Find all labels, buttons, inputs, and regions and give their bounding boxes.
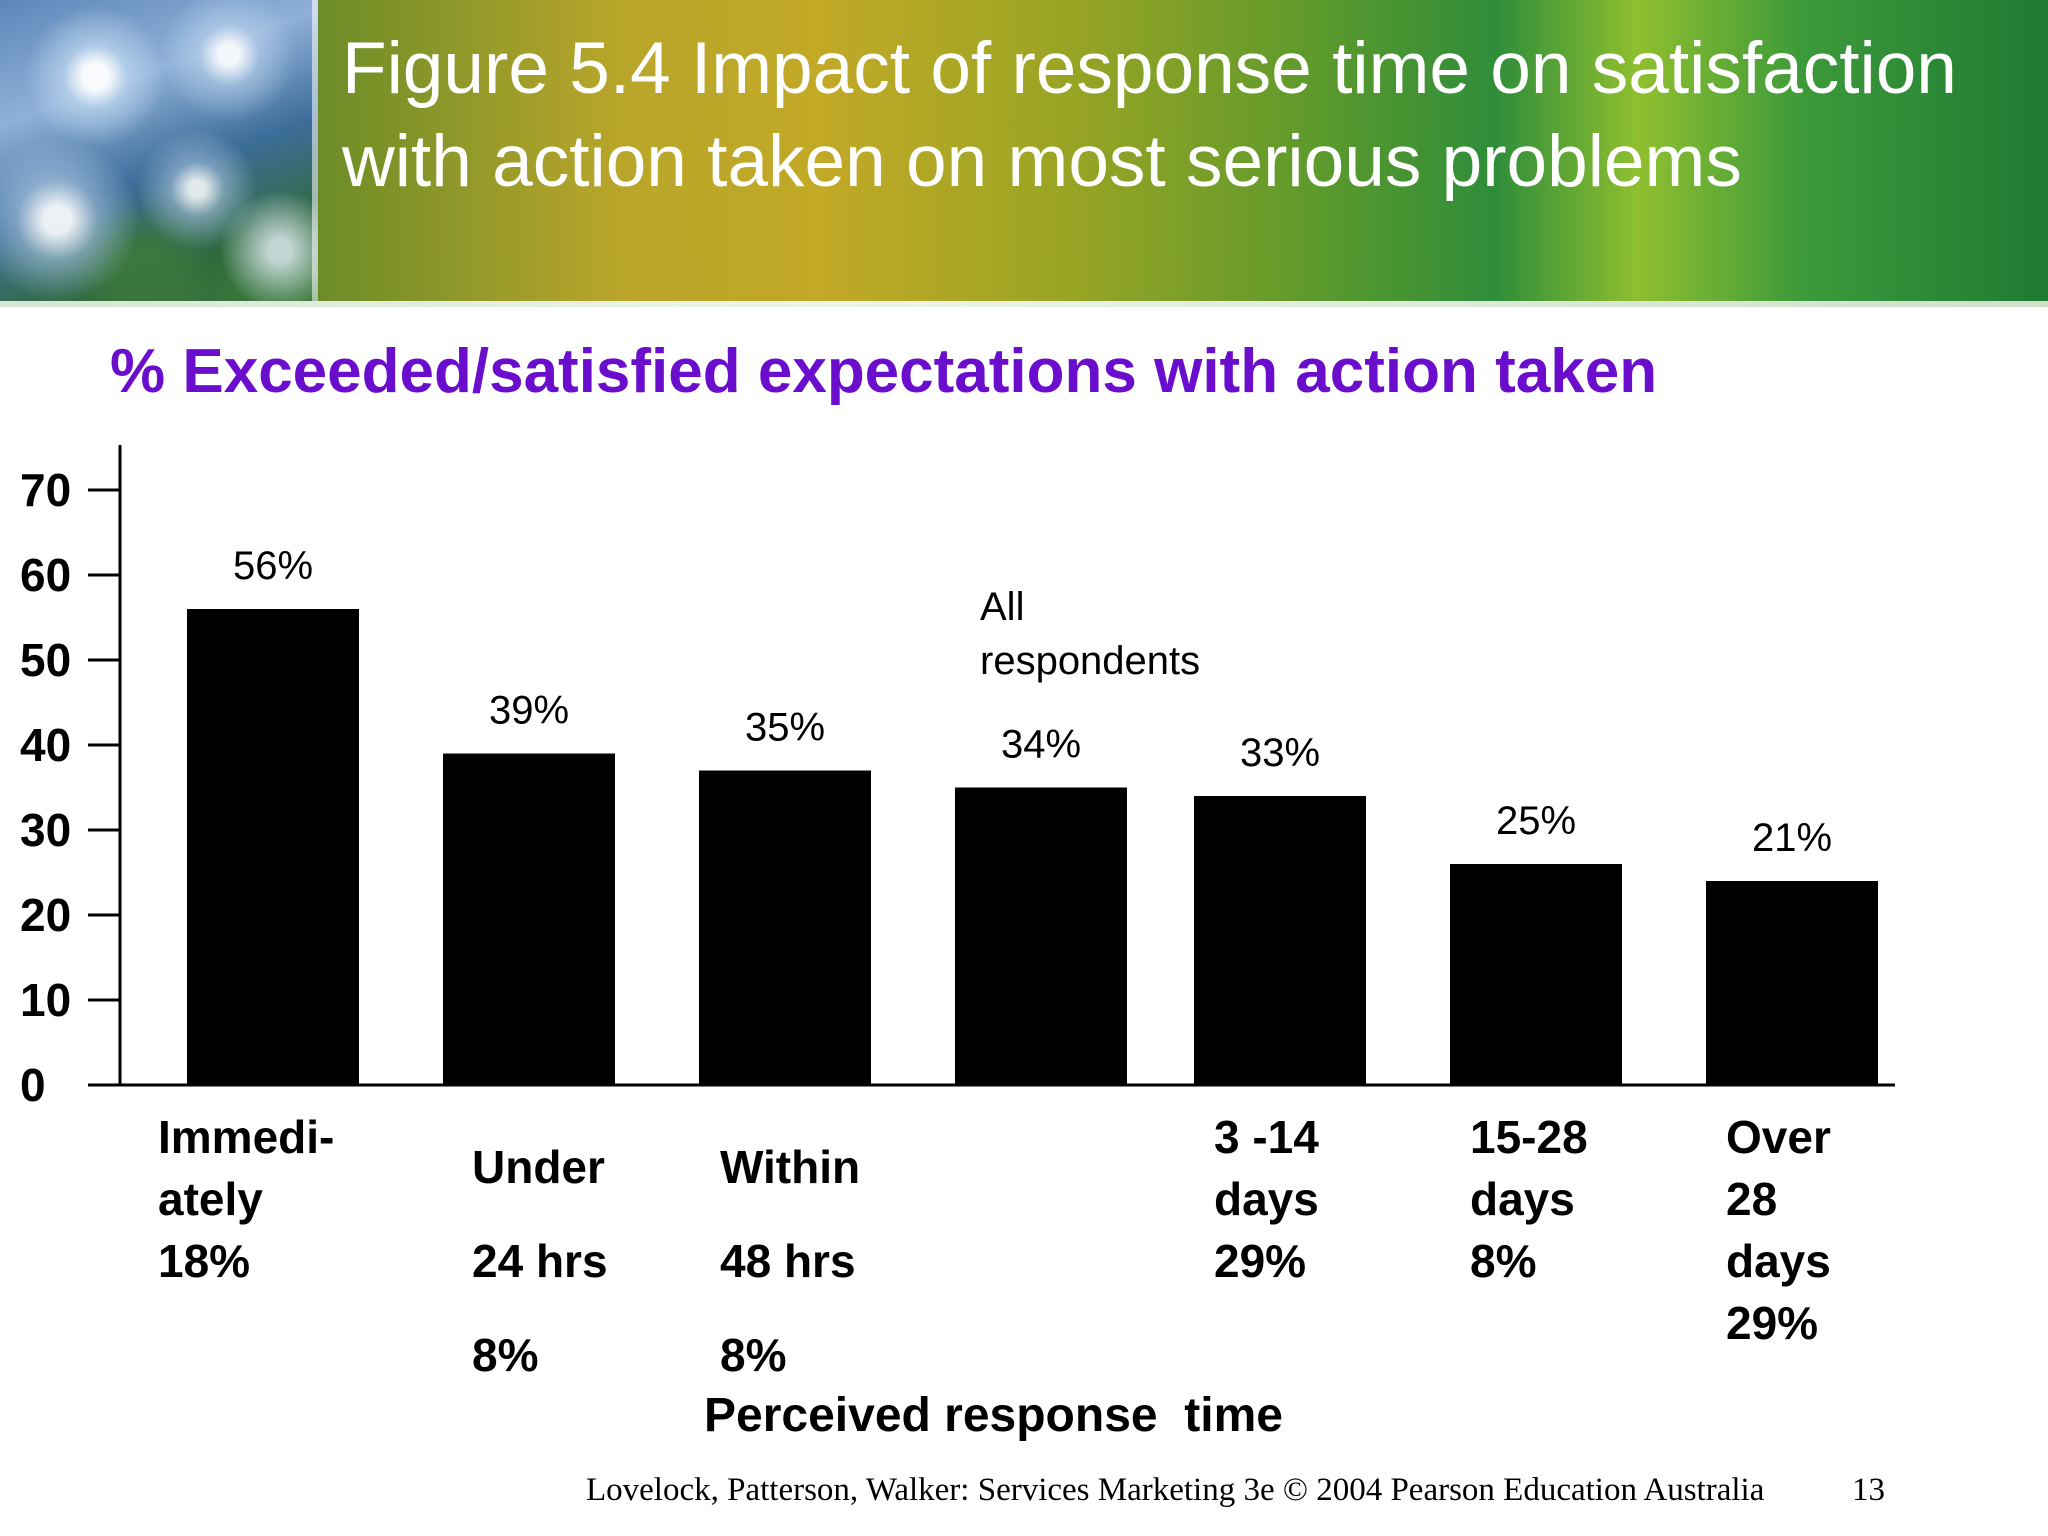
category-label-line: 3 -14	[1214, 1111, 1319, 1163]
bar	[699, 770, 871, 1085]
category-label-line: 48 hrs	[720, 1235, 856, 1287]
bar-value-label: 39%	[489, 689, 569, 733]
category-label: Over 28 days 29%	[1726, 1106, 1831, 1354]
category-label-line: Over	[1726, 1111, 1831, 1163]
category-label-line: days	[1726, 1235, 1831, 1287]
category-label-line: days	[1214, 1173, 1319, 1225]
bar-value-label: 35%	[745, 706, 825, 750]
bar	[1450, 864, 1622, 1085]
bar	[1194, 796, 1366, 1085]
footer-citation: Lovelock, Patterson, Walker: Services Ma…	[586, 1472, 1765, 1508]
category-label-line: Under	[472, 1141, 605, 1193]
category-label-line: 28	[1726, 1173, 1778, 1225]
header-flower-photo	[0, 0, 318, 305]
category-label-line: Immedi-	[158, 1111, 335, 1163]
all-respondents-annotation: respondents	[980, 639, 1200, 683]
category-label-line: 18%	[158, 1235, 251, 1287]
y-tick-label: 20	[20, 889, 71, 941]
category-label-line	[472, 1106, 608, 1136]
category-label-line: 15-28	[1470, 1111, 1588, 1163]
category-label-line: 29%	[1726, 1297, 1819, 1349]
category-label-line: Within	[720, 1141, 861, 1193]
bar	[443, 753, 615, 1085]
category-label-line: 8%	[472, 1329, 539, 1381]
bar	[955, 787, 1127, 1085]
y-tick-label: 40	[20, 719, 71, 771]
category-label-line: 29%	[1214, 1235, 1307, 1287]
category-label: 15-28 days 8%	[1470, 1106, 1588, 1292]
category-label-line: 8%	[1470, 1235, 1537, 1287]
bar-value-label: 21%	[1752, 816, 1832, 860]
bar	[187, 609, 359, 1085]
y-tick-label: 60	[20, 549, 71, 601]
bar-value-label: 33%	[1240, 731, 1320, 775]
y-tick-label: 30	[20, 804, 71, 856]
category-label-line: 24 hrs	[472, 1235, 608, 1287]
category-label: Within 48 hrs 8%	[720, 1106, 860, 1418]
all-respondents-annotation: All	[980, 585, 1024, 629]
category-label-line	[720, 1106, 860, 1136]
y-tick-label: 50	[20, 634, 71, 686]
y-tick-label: 70	[20, 464, 71, 516]
y-tick-label: 10	[20, 974, 71, 1026]
bar-value-label: 25%	[1496, 799, 1576, 843]
chart-title: % Exceeded/satisfied expectations with a…	[110, 337, 1658, 406]
category-label: Under 24 hrs 8%	[472, 1106, 608, 1418]
slide-title: Figure 5.4 Impact of response time on sa…	[342, 28, 1957, 202]
y-tick-label: 0	[20, 1059, 46, 1111]
header-banner	[0, 0, 2048, 305]
bar	[1706, 881, 1878, 1085]
x-axis-title: Perceived response time	[704, 1389, 1283, 1442]
category-label-line: 8%	[720, 1329, 787, 1381]
header-divider	[0, 301, 2048, 307]
page-number: 13	[1852, 1472, 1885, 1508]
category-label-line: days	[1470, 1173, 1575, 1225]
bar-value-label: 34%	[1001, 723, 1081, 767]
category-label-line: ately	[158, 1173, 263, 1225]
bar-value-label: 56%	[233, 544, 313, 588]
category-label: Immedi-ately 18%	[158, 1106, 334, 1292]
category-label: 3 -14 days 29%	[1214, 1106, 1319, 1292]
